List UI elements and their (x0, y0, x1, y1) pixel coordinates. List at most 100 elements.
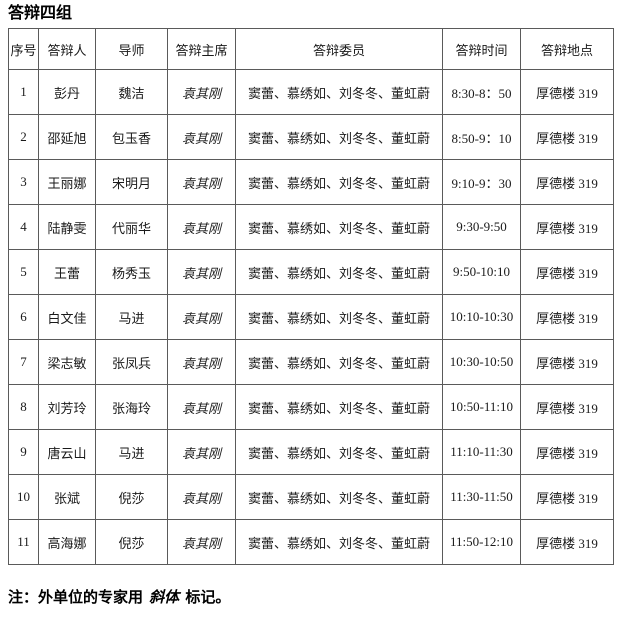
cell-defender: 陆静雯 (38, 204, 96, 250)
table-row: 5 王蕾 杨秀玉 袁其刚 窦蕾、慕绣如、刘冬冬、董虹蔚 9:50-10:10 厚德楼 319 (8, 249, 614, 295)
cell-defender: 刘芳玲 (38, 384, 96, 430)
table-row: 8 刘芳玲 张海玲 袁其刚 窦蕾、慕绣如、刘冬冬、董虹蔚 10:50-11:10 厚德楼 3… (8, 384, 614, 430)
cell-chair: 袁其刚 (167, 519, 236, 565)
cell-no: 10 (8, 474, 39, 520)
cell-committee: 窦蕾、慕绣如、刘冬冬、董虹蔚 (235, 159, 443, 205)
column-header: 答辩人 (38, 28, 96, 70)
cell-time: 11:10-11:30 (442, 429, 521, 475)
table-row: 9 唐云山 马进 袁其刚 窦蕾、慕绣如、刘冬冬、董虹蔚 11:10-11:30 厚德楼 31… (8, 429, 614, 475)
cell-location: 厚德楼 319 (520, 339, 614, 385)
cell-time: 10:10-10:30 (442, 294, 521, 340)
cell-advisor: 张凤兵 (95, 339, 168, 385)
cell-no: 3 (8, 159, 39, 205)
cell-committee: 窦蕾、慕绣如、刘冬冬、董虹蔚 (235, 114, 443, 160)
cell-committee: 窦蕾、慕绣如、刘冬冬、董虹蔚 (235, 429, 443, 475)
cell-time: 10:30-10:50 (442, 339, 521, 385)
cell-defender: 唐云山 (38, 429, 96, 475)
cell-location: 厚德楼 319 (520, 114, 614, 160)
cell-no: 8 (8, 384, 39, 430)
cell-time: 9:30-9:50 (442, 204, 521, 250)
cell-time: 8:50-9：10 (442, 114, 521, 160)
cell-location: 厚德楼 319 (520, 384, 614, 430)
document-page: 答辩四组 序号 答辩人 导师 答辩主席 答辩委员 答辩时间 答辩地点 1 彭丹 魏洁 袁其刚 窦蕾、… (8, 5, 614, 606)
cell-time: 11:50-12:10 (442, 519, 521, 565)
table-row: 10 张斌 倪莎 袁其刚 窦蕾、慕绣如、刘冬冬、董虹蔚 11:30-11:50 厚德楼 31… (8, 474, 614, 520)
cell-location: 厚德楼 319 (520, 249, 614, 295)
cell-time: 10:50-11:10 (442, 384, 521, 430)
cell-chair: 袁其刚 (167, 114, 236, 160)
cell-advisor: 马进 (95, 429, 168, 475)
cell-committee: 窦蕾、慕绣如、刘冬冬、董虹蔚 (235, 204, 443, 250)
cell-location: 厚德楼 319 (520, 429, 614, 475)
cell-no: 2 (8, 114, 39, 160)
table-row: 1 彭丹 魏洁 袁其刚 窦蕾、慕绣如、刘冬冬、董虹蔚 8:30-8：50 厚德楼 319 (8, 69, 614, 115)
cell-defender: 王蕾 (38, 249, 96, 295)
cell-committee: 窦蕾、慕绣如、刘冬冬、董虹蔚 (235, 339, 443, 385)
page-title: 答辩四组 (8, 5, 73, 22)
table-row: 11 高海娜 倪莎 袁其刚 窦蕾、慕绣如、刘冬冬、董虹蔚 11:50-12:10 厚德楼 3… (8, 519, 614, 565)
cell-no: 6 (8, 294, 39, 340)
cell-chair: 袁其刚 (167, 474, 236, 520)
cell-committee: 窦蕾、慕绣如、刘冬冬、董虹蔚 (235, 69, 443, 115)
column-header: 序号 (8, 28, 39, 70)
column-header: 答辩地点 (520, 28, 614, 70)
table-row: 7 梁志敏 张凤兵 袁其刚 窦蕾、慕绣如、刘冬冬、董虹蔚 10:30-10:50 厚德楼 3… (8, 339, 614, 385)
cell-advisor: 马进 (95, 294, 168, 340)
cell-chair: 袁其刚 (167, 429, 236, 475)
cell-chair: 袁其刚 (167, 294, 236, 340)
cell-advisor: 倪莎 (95, 519, 168, 565)
cell-defender: 邵延旭 (38, 114, 96, 160)
cell-defender: 白文佳 (38, 294, 96, 340)
cell-no: 5 (8, 249, 39, 295)
footnote-prefix: 注：外单位的专家用 (8, 589, 148, 606)
cell-advisor: 张海玲 (95, 384, 168, 430)
cell-committee: 窦蕾、慕绣如、刘冬冬、董虹蔚 (235, 249, 443, 295)
cell-time: 8:30-8：50 (442, 69, 521, 115)
cell-committee: 窦蕾、慕绣如、刘冬冬、董虹蔚 (235, 384, 443, 430)
cell-time: 11:30-11:50 (442, 474, 521, 520)
column-header: 答辩委员 (235, 28, 443, 70)
cell-location: 厚德楼 319 (520, 519, 614, 565)
column-header: 答辩主席 (167, 28, 236, 70)
cell-chair: 袁其刚 (167, 339, 236, 385)
cell-no: 11 (8, 519, 39, 565)
cell-location: 厚德楼 319 (520, 159, 614, 205)
cell-time: 9:10-9：30 (442, 159, 521, 205)
cell-location: 厚德楼 319 (520, 294, 614, 340)
cell-committee: 窦蕾、慕绣如、刘冬冬、董虹蔚 (235, 474, 443, 520)
cell-chair: 袁其刚 (167, 384, 236, 430)
cell-chair: 袁其刚 (167, 249, 236, 295)
footnote-suffix: 标记。 (181, 589, 231, 606)
cell-advisor: 倪莎 (95, 474, 168, 520)
cell-advisor: 包玉香 (95, 114, 168, 160)
cell-location: 厚德楼 319 (520, 474, 614, 520)
cell-advisor: 杨秀玉 (95, 249, 168, 295)
table-row: 3 王丽娜 宋明月 袁其刚 窦蕾、慕绣如、刘冬冬、董虹蔚 9:10-9：30 厚德楼 319 (8, 159, 614, 205)
cell-defender: 梁志敏 (38, 339, 96, 385)
cell-defender: 张斌 (38, 474, 96, 520)
footnote-italic-word: 斜体 (149, 589, 180, 606)
cell-chair: 袁其刚 (167, 69, 236, 115)
cell-defender: 王丽娜 (38, 159, 96, 205)
cell-defender: 彭丹 (38, 69, 96, 115)
cell-no: 7 (8, 339, 39, 385)
defense-schedule-table: 序号 答辩人 导师 答辩主席 答辩委员 答辩时间 答辩地点 1 彭丹 魏洁 袁其刚 窦蕾、慕绣如、刘… (8, 28, 614, 565)
cell-advisor: 宋明月 (95, 159, 168, 205)
cell-time: 9:50-10:10 (442, 249, 521, 295)
cell-committee: 窦蕾、慕绣如、刘冬冬、董虹蔚 (235, 519, 443, 565)
cell-committee: 窦蕾、慕绣如、刘冬冬、董虹蔚 (235, 294, 443, 340)
table-head: 序号 答辩人 导师 答辩主席 答辩委员 答辩时间 答辩地点 (8, 28, 614, 70)
column-header: 答辩时间 (442, 28, 521, 70)
column-header: 导师 (95, 28, 168, 70)
cell-no: 1 (8, 69, 39, 115)
cell-no: 4 (8, 204, 39, 250)
cell-advisor: 魏洁 (95, 69, 168, 115)
table-row: 2 邵延旭 包玉香 袁其刚 窦蕾、慕绣如、刘冬冬、董虹蔚 8:50-9：10 厚德楼 319 (8, 114, 614, 160)
table-row: 4 陆静雯 代丽华 袁其刚 窦蕾、慕绣如、刘冬冬、董虹蔚 9:30-9:50 厚德楼 319 (8, 204, 614, 250)
cell-chair: 袁其刚 (167, 204, 236, 250)
cell-chair: 袁其刚 (167, 159, 236, 205)
cell-location: 厚德楼 319 (520, 204, 614, 250)
cell-location: 厚德楼 319 (520, 69, 614, 115)
cell-defender: 高海娜 (38, 519, 96, 565)
table-body: 1 彭丹 魏洁 袁其刚 窦蕾、慕绣如、刘冬冬、董虹蔚 8:30-8：50 厚德楼 319 2 邵… (8, 69, 614, 565)
